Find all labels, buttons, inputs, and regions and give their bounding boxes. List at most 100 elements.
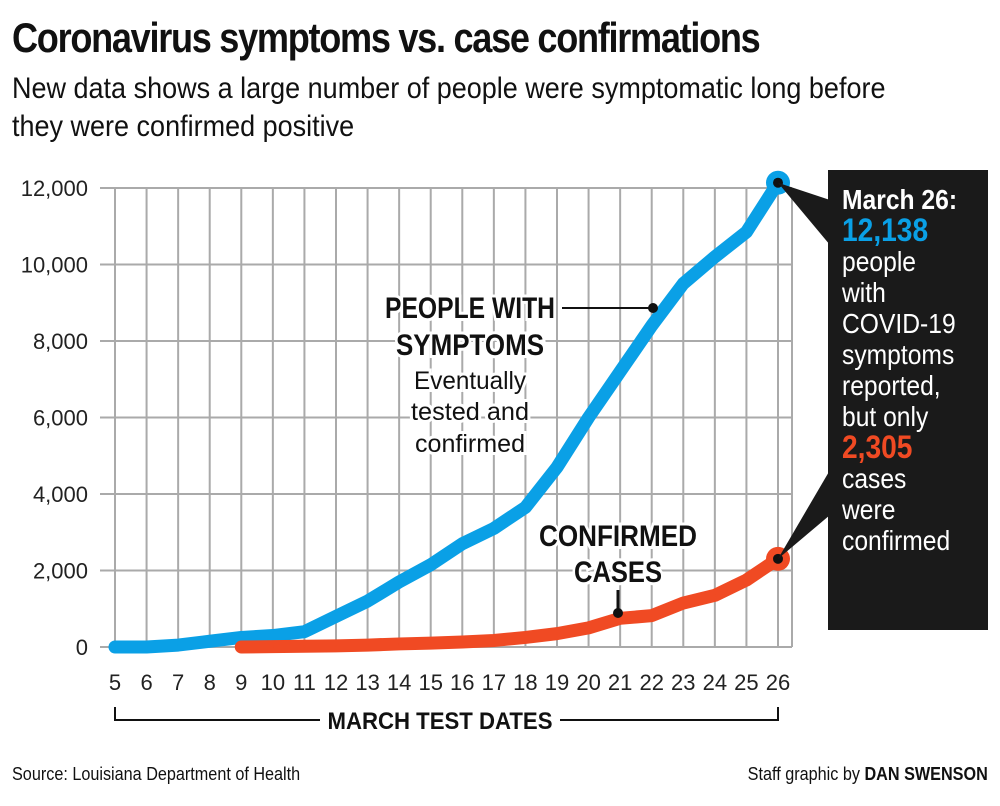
callout-line: cases [842, 463, 907, 494]
data-point [650, 614, 653, 617]
y-tick-label: 10,000 [21, 253, 88, 278]
callout-pointer [778, 470, 830, 559]
x-tick-label: 8 [204, 670, 216, 695]
credit-name: DAN SWENSON [864, 764, 988, 784]
callout-line: COVID-19 [842, 308, 956, 339]
data-point [335, 644, 337, 647]
data-point [366, 644, 369, 647]
leader-dot [613, 608, 623, 618]
y-tick-label: 4,000 [33, 482, 88, 507]
leader-dot [648, 303, 658, 313]
data-point [177, 644, 180, 647]
data-point [492, 639, 495, 642]
source-note: Source: Louisiana Department of Health [12, 764, 301, 784]
data-point [303, 630, 306, 633]
x-tick-label: 14 [387, 670, 411, 695]
data-point [303, 645, 306, 648]
chart-subtitle: New data shows a large number of people … [12, 72, 886, 143]
data-point [713, 594, 716, 597]
data-point [114, 646, 116, 648]
data-point [429, 563, 432, 566]
data-point [713, 255, 716, 258]
x-tick-label: 17 [482, 670, 506, 695]
x-axis-label: MARCH TEST DATES [328, 708, 553, 735]
x-tick-label: 22 [639, 670, 663, 695]
callout-line: confirmed [842, 525, 951, 556]
data-point [587, 626, 590, 629]
data-point [461, 542, 464, 545]
x-tick-label: 19 [545, 670, 569, 695]
symptoms-label: PEOPLE WITH [385, 292, 555, 325]
data-point [745, 230, 748, 233]
y-tick-label: 0 [76, 635, 88, 660]
series-line-symptoms [108, 176, 785, 654]
x-tick-label: 10 [261, 670, 285, 695]
symptoms-label: SYMPTOMS [396, 329, 544, 362]
series-line-confirmed [234, 552, 785, 654]
callout-line: but only [842, 401, 929, 432]
chart-title: Coronavirus symptoms vs. case confirmati… [12, 14, 761, 61]
x-tick-label: 15 [418, 670, 442, 695]
data-point [556, 632, 558, 635]
data-point [366, 600, 369, 603]
data-point [429, 642, 432, 645]
callout-line: March 26: [842, 184, 958, 215]
callout-line: were [842, 494, 896, 525]
data-point [271, 634, 274, 637]
x-axis-bracket [114, 707, 779, 721]
callout-line: 12,138 [842, 212, 929, 248]
data-point [335, 615, 337, 618]
x-tick-label: 25 [734, 670, 758, 695]
x-tick-label: 16 [450, 670, 474, 695]
data-point [524, 506, 527, 509]
y-tick-label: 12,000 [21, 176, 88, 201]
data-point [271, 645, 274, 648]
x-tick-label: 6 [140, 670, 152, 695]
x-tick-label: 24 [703, 670, 727, 695]
data-point [208, 640, 211, 643]
x-tick-label: 12 [324, 670, 348, 695]
data-point [587, 416, 590, 419]
x-tick-label: 20 [576, 670, 600, 695]
data-point [556, 466, 558, 469]
x-tick-label: 9 [235, 670, 247, 695]
data-point [524, 636, 527, 639]
symptoms-note: Eventually [414, 367, 526, 395]
callout-line: reported, [842, 370, 941, 401]
callout-box: March 26: 12,138 people with COVID-19 symptom… [828, 170, 988, 630]
callout-line: 2,305 [842, 429, 913, 465]
data-point [682, 282, 685, 285]
confirmed-label: CONFIRMED [539, 520, 697, 553]
x-tick-label: 26 [766, 670, 790, 695]
callout-line: with [842, 277, 886, 308]
x-tick-label: 7 [172, 670, 184, 695]
data-point [461, 641, 464, 644]
data-point [398, 642, 401, 645]
data-point [240, 636, 243, 639]
data-point [619, 370, 622, 373]
x-tick-label: 11 [293, 670, 316, 695]
data-point [745, 579, 748, 582]
x-tick-label: 5 [109, 670, 121, 695]
x-tick-label: 13 [355, 670, 379, 695]
credit: Staff graphic by DAN SWENSON [748, 764, 988, 785]
symptoms-note: tested and [411, 398, 529, 426]
symptoms-note: confirmed [415, 430, 525, 458]
confirmed-label: CASES [574, 556, 662, 589]
y-tick-label: 8,000 [33, 329, 88, 354]
callout-pointer [778, 182, 830, 245]
credit-prefix: Staff graphic by [747, 764, 861, 784]
data-point [492, 527, 495, 530]
callout-line: people [842, 246, 917, 277]
data-point [650, 324, 653, 327]
y-tick-label: 6,000 [33, 406, 88, 431]
data-point [682, 602, 685, 605]
data-point [240, 646, 243, 648]
data-point [619, 617, 622, 620]
x-tick-label: 23 [671, 670, 695, 695]
x-tick-label: 18 [513, 670, 537, 695]
data-point [398, 580, 401, 583]
data-point [145, 646, 148, 648]
